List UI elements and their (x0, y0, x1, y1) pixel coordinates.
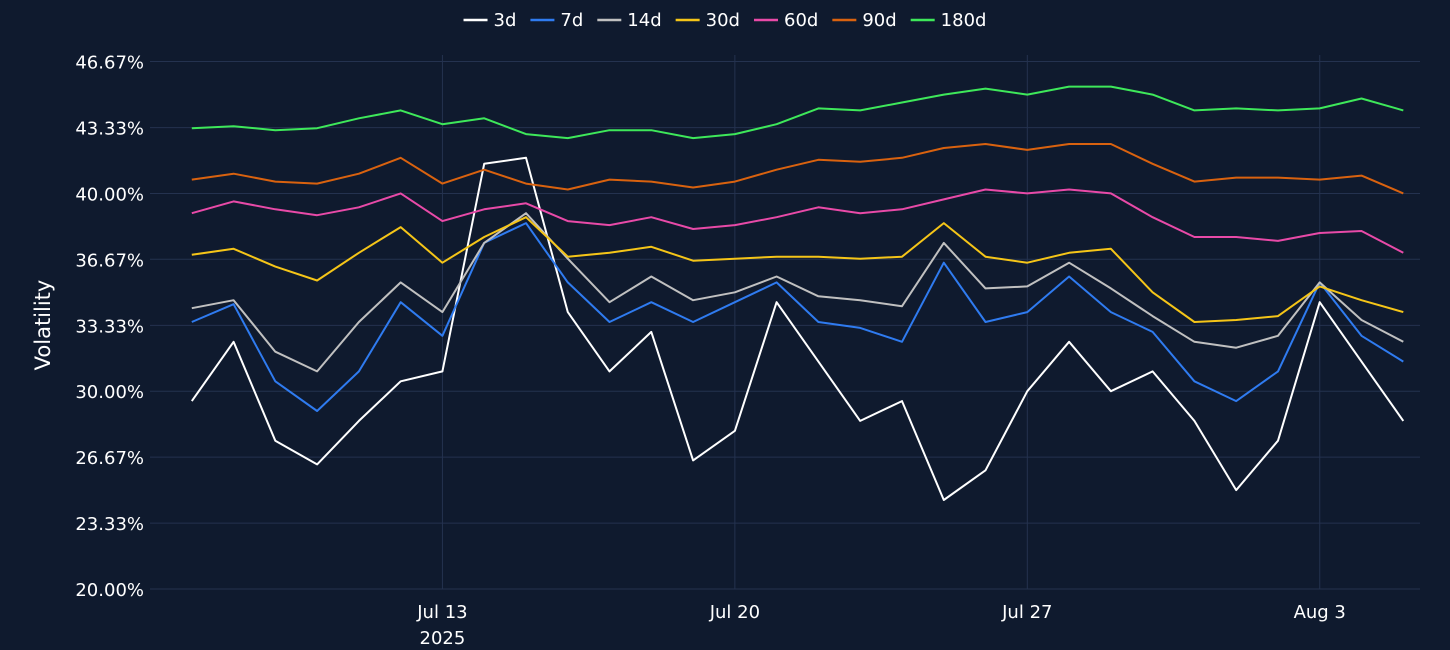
series-line (191, 85, 1404, 140)
legend-label: 180d (941, 10, 987, 31)
legend-label: 14d (627, 10, 661, 31)
series-line (191, 212, 1404, 373)
x-tick-label: Jul 20 (709, 602, 760, 623)
series-line (190, 156, 1405, 501)
y-tick-label: 40.00% (75, 184, 144, 205)
series-line (191, 188, 1404, 254)
y-axis-label: Volatility (31, 280, 55, 371)
y-tick-label: 23.33% (75, 514, 144, 535)
legend-item: 180d (910, 10, 987, 31)
y-tick-label: 43.33% (75, 119, 144, 140)
legend-item: 60d (753, 10, 818, 31)
series-line (191, 216, 1404, 323)
x-tick-label: Jul 27 (1001, 602, 1052, 623)
y-tick-label: 46.67% (75, 53, 144, 74)
y-tick-label: 36.67% (75, 250, 144, 271)
legend-label: 60d (784, 10, 818, 31)
x-tick-label: Aug 3 (1294, 602, 1346, 623)
legend-label: 7d (560, 10, 583, 31)
legend: 3d 7d 14d 30d 60d 90d 180d (463, 10, 987, 31)
y-tick-label: 30.00% (75, 382, 144, 403)
series-line (191, 222, 1404, 412)
legend-item: 3d (463, 10, 517, 31)
x-tick-label: Jul 13 (416, 602, 467, 623)
legend-label: 3d (494, 10, 517, 31)
y-tick-label: 33.33% (75, 316, 144, 337)
legend-item: 30d (675, 10, 740, 31)
y-tick-label: 26.67% (75, 448, 144, 469)
legend-label: 90d (862, 10, 896, 31)
legend-item: 90d (832, 10, 897, 31)
legend-label: 30d (706, 10, 740, 31)
legend-item: 14d (597, 10, 662, 31)
legend-item: 7d (530, 10, 583, 31)
x-year-label: 2025 (420, 628, 466, 649)
y-tick-label: 20.00% (75, 580, 144, 601)
series-line (191, 143, 1404, 195)
